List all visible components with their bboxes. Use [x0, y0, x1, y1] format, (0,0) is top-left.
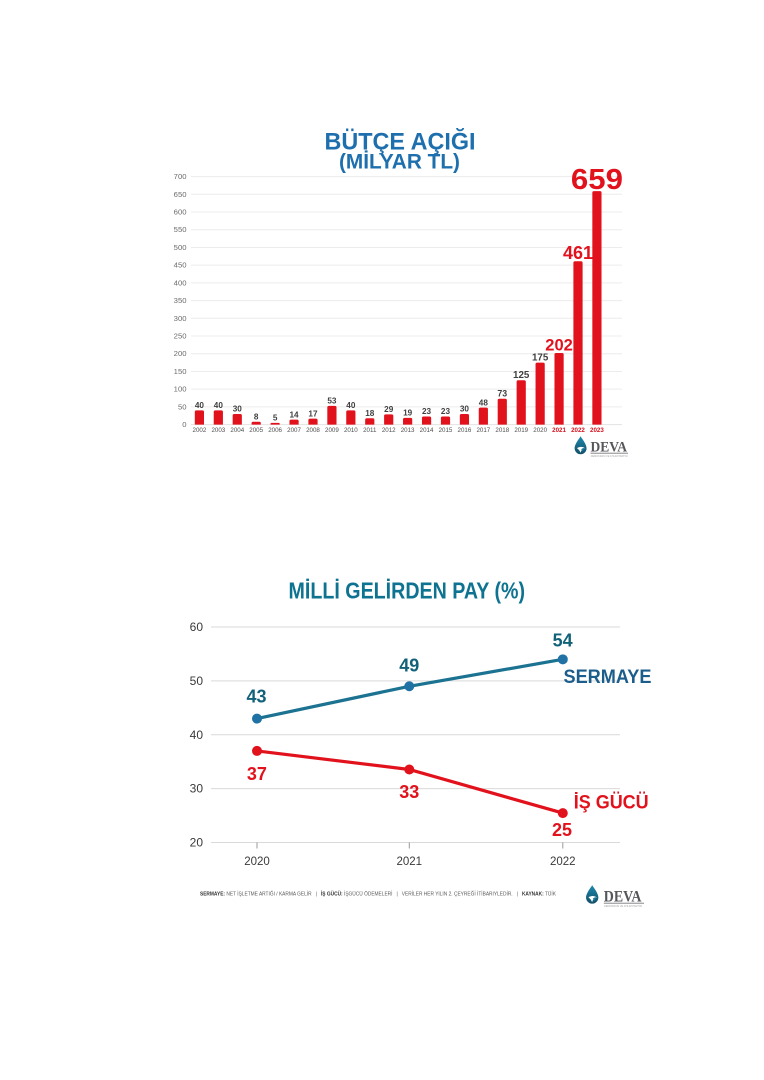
svg-text:400: 400	[174, 278, 187, 287]
svg-text:54: 54	[553, 631, 573, 651]
svg-text:2022: 2022	[550, 856, 576, 868]
svg-text:43: 43	[246, 687, 266, 707]
svg-text:2021: 2021	[397, 856, 423, 868]
svg-text:2005: 2005	[249, 427, 263, 434]
svg-text:461: 461	[563, 243, 593, 263]
svg-text:2016: 2016	[458, 427, 472, 434]
svg-text:2018: 2018	[495, 427, 509, 434]
svg-text:17: 17	[308, 409, 318, 418]
svg-text:2020: 2020	[533, 427, 547, 434]
svg-text:İŞ GÜCÜ: İŞ GÜCÜ	[574, 791, 649, 814]
svg-text:DEVA: DEVA	[604, 889, 642, 906]
svg-text:350: 350	[174, 296, 187, 305]
svg-text:33: 33	[399, 782, 419, 802]
svg-text:19: 19	[403, 409, 413, 418]
svg-text:14: 14	[289, 410, 299, 419]
svg-text:20: 20	[190, 836, 204, 850]
svg-text:40: 40	[214, 401, 224, 410]
svg-text:250: 250	[174, 332, 187, 341]
svg-text:2015: 2015	[439, 427, 453, 434]
svg-text:2023: 2023	[590, 427, 604, 434]
svg-text:23: 23	[422, 407, 432, 416]
svg-text:29: 29	[384, 405, 394, 414]
svg-text:49: 49	[399, 656, 419, 676]
svg-text:2006: 2006	[268, 427, 282, 434]
svg-text:40: 40	[195, 401, 205, 410]
svg-text:2019: 2019	[514, 427, 528, 434]
svg-text:2011: 2011	[363, 427, 377, 434]
svg-text:MİLLİ GELİRDEN PAY (%): MİLLİ GELİRDEN PAY (%)	[289, 578, 526, 604]
svg-text:SERMAYE: SERMAYE	[564, 666, 652, 688]
svg-text:DEMOKRASİ VE ATILIM PARTİSİ: DEMOKRASİ VE ATILIM PARTİSİ	[591, 453, 628, 458]
svg-text:200: 200	[174, 349, 187, 358]
svg-text:30: 30	[233, 405, 243, 414]
svg-text:175: 175	[532, 352, 549, 363]
svg-text:125: 125	[513, 370, 530, 381]
svg-text:659: 659	[571, 164, 623, 196]
svg-text:40: 40	[190, 728, 204, 742]
svg-text:2008: 2008	[306, 427, 320, 434]
svg-text:2003: 2003	[211, 427, 225, 434]
svg-text:73: 73	[497, 388, 507, 398]
svg-text:2020: 2020	[244, 856, 270, 868]
svg-text:(MİLYAR TL): (MİLYAR TL)	[339, 151, 460, 174]
svg-text:150: 150	[174, 367, 187, 376]
svg-text:2012: 2012	[382, 427, 396, 434]
svg-text:8: 8	[254, 412, 259, 421]
svg-text:2013: 2013	[401, 427, 415, 434]
svg-text:23: 23	[441, 407, 451, 416]
svg-text:100: 100	[174, 385, 187, 394]
svg-text:18: 18	[365, 409, 375, 418]
svg-text:DEVA: DEVA	[591, 440, 628, 456]
svg-text:202: 202	[545, 337, 573, 355]
svg-text:2010: 2010	[344, 427, 358, 434]
svg-text:450: 450	[174, 261, 187, 270]
svg-text:5: 5	[273, 414, 278, 423]
svg-text:37: 37	[247, 764, 267, 784]
svg-text:BÜTÇE AÇIĞI: BÜTÇE AÇIĞI	[325, 128, 476, 156]
svg-text:2022: 2022	[571, 427, 585, 434]
svg-text:50: 50	[190, 674, 204, 688]
svg-text:2004: 2004	[230, 427, 244, 434]
svg-text:60: 60	[190, 620, 204, 634]
svg-text:SERMAYE: NET İŞLETME ARTIĞI /: SERMAYE: NET İŞLETME ARTIĞI / KARMA GELİ…	[200, 891, 557, 898]
svg-text:700: 700	[174, 172, 187, 181]
svg-text:2021: 2021	[552, 427, 566, 434]
svg-text:40: 40	[346, 401, 356, 410]
svg-text:48: 48	[479, 398, 489, 407]
svg-text:600: 600	[174, 208, 187, 217]
svg-text:25: 25	[552, 820, 572, 840]
svg-text:500: 500	[174, 243, 187, 252]
svg-text:30: 30	[460, 405, 470, 414]
svg-text:DEMOKRASİ VE ATILIM PARTİSİ: DEMOKRASİ VE ATILIM PARTİSİ	[604, 903, 642, 908]
svg-text:2007: 2007	[287, 427, 301, 434]
svg-text:650: 650	[174, 190, 187, 199]
svg-text:30: 30	[190, 782, 204, 796]
svg-text:0: 0	[182, 420, 186, 429]
svg-text:50: 50	[178, 402, 187, 411]
svg-text:300: 300	[174, 314, 187, 323]
svg-text:2017: 2017	[476, 427, 490, 434]
svg-text:550: 550	[174, 225, 187, 234]
svg-text:2009: 2009	[325, 427, 339, 434]
svg-text:53: 53	[327, 397, 337, 406]
svg-text:2002: 2002	[193, 427, 207, 434]
svg-text:2014: 2014	[420, 427, 434, 434]
